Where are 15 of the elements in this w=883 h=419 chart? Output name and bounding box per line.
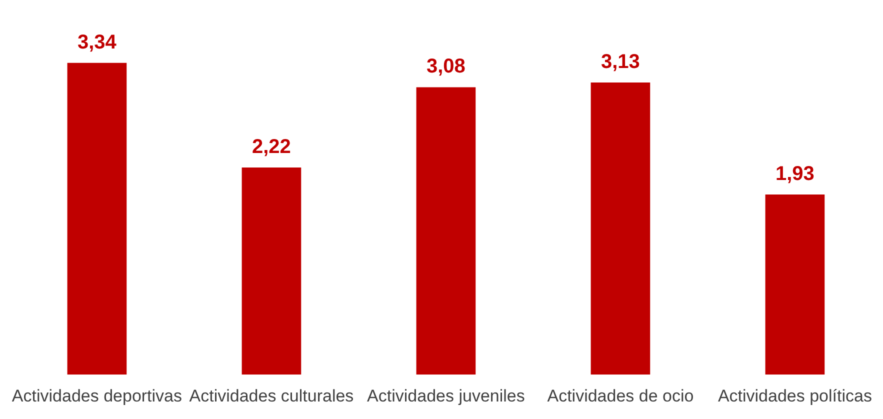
data-label: 3,08 (426, 56, 466, 78)
bar (416, 87, 476, 375)
bar (765, 194, 825, 375)
x-tick-label: Actividades deportivas (12, 386, 182, 406)
x-tick-label: Actividades políticas (718, 386, 872, 406)
bar (67, 62, 127, 375)
bar (590, 82, 650, 375)
data-label: 1,93 (775, 163, 814, 186)
x-tick-label: Actividades de ocio (547, 386, 694, 406)
x-tick-label: Actividades culturales (189, 386, 354, 406)
data-label: 3,13 (600, 51, 640, 74)
data-label: 2,22 (252, 136, 291, 158)
data-label: 3,34 (78, 31, 118, 54)
x-tick-label: Actividades juveniles (367, 386, 525, 406)
bar (242, 167, 302, 375)
